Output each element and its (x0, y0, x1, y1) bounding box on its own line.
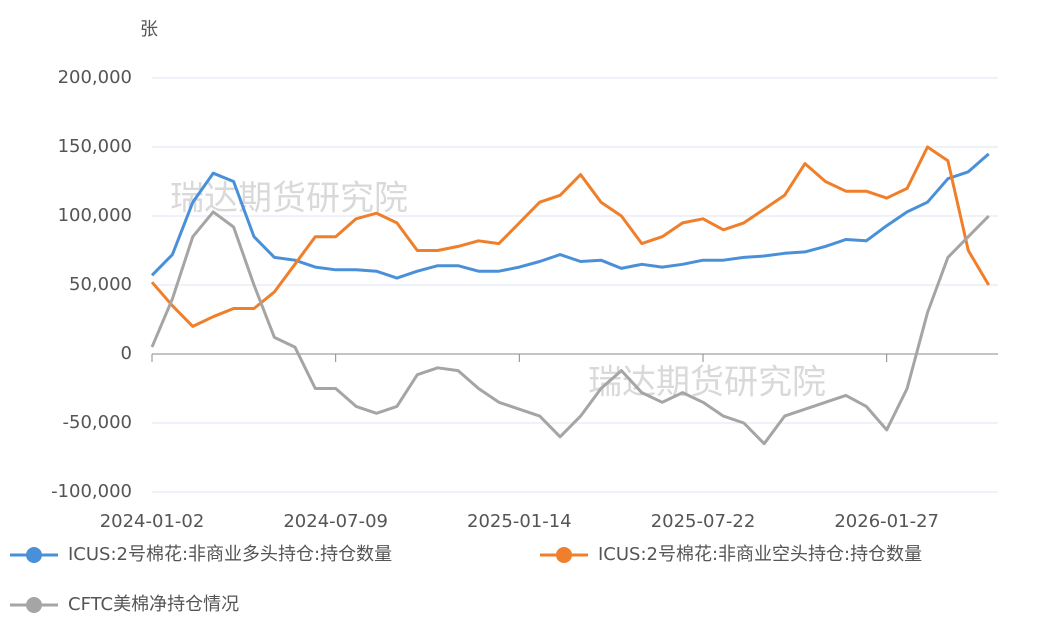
y-tick-label: 200,000 (58, 67, 132, 88)
x-tick-label: 2024-07-09 (283, 511, 388, 532)
legend-label: ICUS:2号棉花:非商业多头持仓:持仓数量 (68, 544, 392, 565)
x-tick-label: 2026-01-27 (834, 511, 939, 532)
watermark: 瑞达期货研究院 (170, 179, 408, 219)
y-tick-label: 50,000 (69, 274, 132, 295)
y-tick-label: 0 (121, 343, 132, 364)
legend-label: ICUS:2号棉花:非商业空头持仓:持仓数量 (598, 544, 922, 565)
series-line (150, 145, 990, 328)
legend-swatch (556, 547, 572, 563)
y-tick-label: 150,000 (58, 136, 132, 157)
y-tick-label: 100,000 (58, 205, 132, 226)
y-tick-label: -100,000 (51, 481, 132, 502)
y-tick-label: -50,000 (63, 412, 132, 433)
x-tick-label: 2024-01-02 (100, 511, 205, 532)
x-tick-label: 2025-01-14 (467, 511, 572, 532)
x-tick-label: 2025-07-22 (651, 511, 756, 532)
series-line (150, 210, 990, 446)
watermark: 瑞达期货研究院 (588, 363, 826, 403)
y-axis-label: 张 (140, 19, 158, 40)
legend-swatch (26, 597, 42, 613)
legend-label: CFTC美棉净持仓情况 (68, 594, 239, 615)
legend-swatch (26, 547, 42, 563)
series-line (150, 152, 990, 280)
